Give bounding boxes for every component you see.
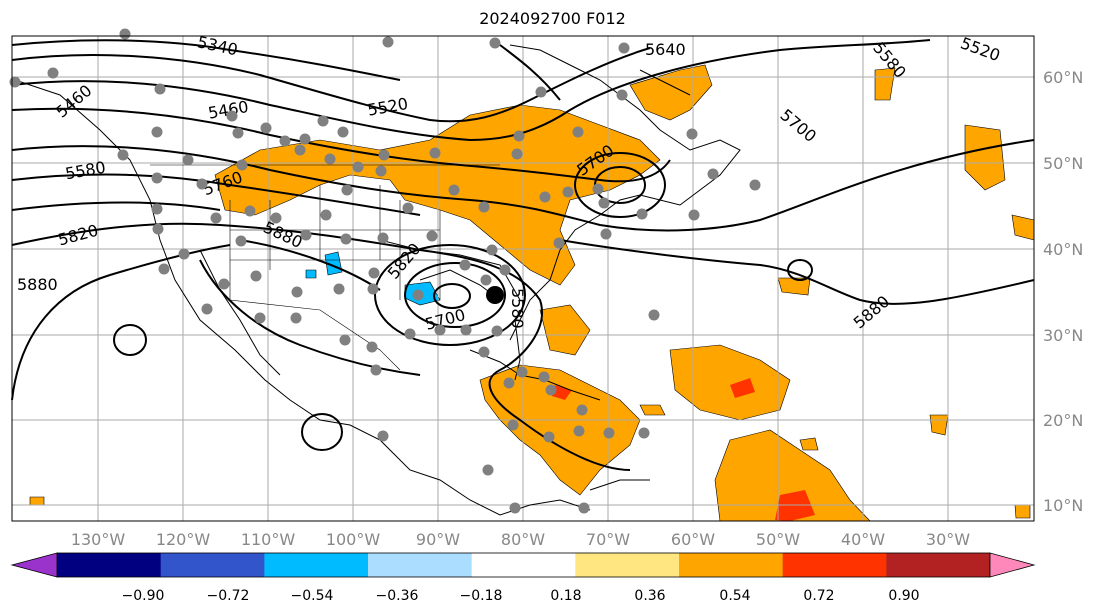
lon-label-90w: 90°W <box>416 530 460 549</box>
colorbar-tick-label: 0.36 <box>634 588 665 604</box>
lon-label-120w: 120°W <box>156 530 211 549</box>
lat-label-50n: 50°N <box>1043 154 1083 173</box>
colorbar-swatch <box>679 553 784 577</box>
lon-label-60w: 60°W <box>671 530 715 549</box>
colorbar-tick-label: −0.54 <box>291 588 334 604</box>
colorbar-swatch <box>57 553 162 577</box>
lat-label-10n: 10°N <box>1043 496 1083 515</box>
colorbar-tick-label: 0.18 <box>550 588 581 604</box>
contour-label-5880b: 5880 <box>17 275 58 294</box>
colorbar-tick-label: 0.90 <box>888 588 919 604</box>
lat-label-40n: 40°N <box>1043 240 1083 259</box>
contour-label-5580c: 5580 <box>508 288 527 329</box>
lon-label-130w: 130°W <box>71 530 126 549</box>
colorbar-tick-label: 0.72 <box>803 588 834 604</box>
height-contours <box>11 39 1035 471</box>
colorbar-extend-min <box>10 552 58 578</box>
lon-label-40w: 40°W <box>841 530 885 549</box>
political-borders <box>150 164 500 371</box>
colorbar-tick-label: −0.36 <box>376 588 419 604</box>
lon-label-80w: 80°W <box>501 530 545 549</box>
lat-label-60n: 60°N <box>1043 68 1083 87</box>
lon-label-100w: 100°W <box>326 530 381 549</box>
colorbar-swatch <box>471 553 576 577</box>
lon-label-70w: 70°W <box>586 530 630 549</box>
lon-label-50w: 50°W <box>756 530 800 549</box>
highlighted-station-marker <box>486 286 504 304</box>
colorbar-tick-labels: −0.90 −0.72 −0.54 −0.36 −0.18 0.18 0.36 … <box>122 588 920 604</box>
colorbar: −0.90 −0.72 −0.54 −0.36 −0.18 0.18 0.36 … <box>10 552 1036 604</box>
colorbar-swatch <box>575 553 680 577</box>
colorbar-tick-label: −0.18 <box>460 588 503 604</box>
contour-label-5640: 5640 <box>645 40 686 59</box>
colorbar-extend-max <box>989 552 1036 578</box>
colorbar-swatch <box>886 553 991 577</box>
coastlines <box>14 44 741 516</box>
colorbar-tick-label: −0.72 <box>207 588 250 604</box>
colorbar-swatch <box>264 553 369 577</box>
lon-label-110w: 110°W <box>241 530 296 549</box>
shaded-anomaly-areas <box>29 64 1035 522</box>
map-title: 2024092700 F012 <box>479 9 626 28</box>
colorbar-swatch <box>368 553 473 577</box>
colorbar-swatches <box>56 552 991 578</box>
longitude-labels: 130°W 120°W 110°W 100°W 90°W 80°W 70°W 6… <box>71 530 970 549</box>
colorbar-tick-label: 0.54 <box>719 588 750 604</box>
colorbar-tick-label: −0.90 <box>122 588 165 604</box>
lat-label-30n: 30°N <box>1043 326 1083 345</box>
station-markers <box>9 28 761 514</box>
colorbar-swatch <box>782 553 887 577</box>
lat-label-20n: 20°N <box>1043 411 1083 430</box>
graticule <box>12 36 1034 521</box>
latitude-labels: 60°N 50°N 40°N 30°N 20°N 10°N <box>1043 68 1083 515</box>
lon-label-30w: 30°W <box>926 530 970 549</box>
colorbar-swatch <box>160 553 265 577</box>
map-panel: 5340 5640 5520 5580 5460 5520 5580 5760 … <box>9 28 1035 522</box>
